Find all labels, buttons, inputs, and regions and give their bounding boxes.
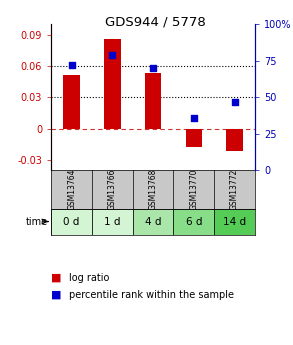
Text: GSM13772: GSM13772 [230,169,239,210]
Text: percentile rank within the sample: percentile rank within the sample [69,290,234,300]
Bar [64,75,80,128]
Bar [104,39,120,128]
Bar [51,208,92,235]
Text: GDS944 / 5778: GDS944 / 5778 [105,16,206,29]
Bar [145,73,161,128]
Text: log ratio: log ratio [69,273,109,283]
Point [151,65,155,71]
Text: GSM13770: GSM13770 [189,169,198,210]
Text: ■: ■ [51,290,62,300]
Text: 1 d: 1 d [104,217,121,227]
Text: ■: ■ [51,273,62,283]
Text: GSM13768: GSM13768 [149,169,158,210]
Point [69,62,74,68]
Point [110,52,115,58]
Bar [214,208,255,235]
Text: 14 d: 14 d [223,217,246,227]
Text: GSM13766: GSM13766 [108,169,117,210]
Bar [133,208,173,235]
Bar [173,208,214,235]
Text: 0 d: 0 d [64,217,80,227]
Text: time: time [26,217,48,227]
Point [232,99,237,104]
Text: 4 d: 4 d [145,217,161,227]
Bar [92,208,133,235]
Text: GSM13764: GSM13764 [67,169,76,210]
Point [192,115,196,120]
Bar [226,128,243,151]
Text: 6 d: 6 d [185,217,202,227]
Bar [186,128,202,147]
